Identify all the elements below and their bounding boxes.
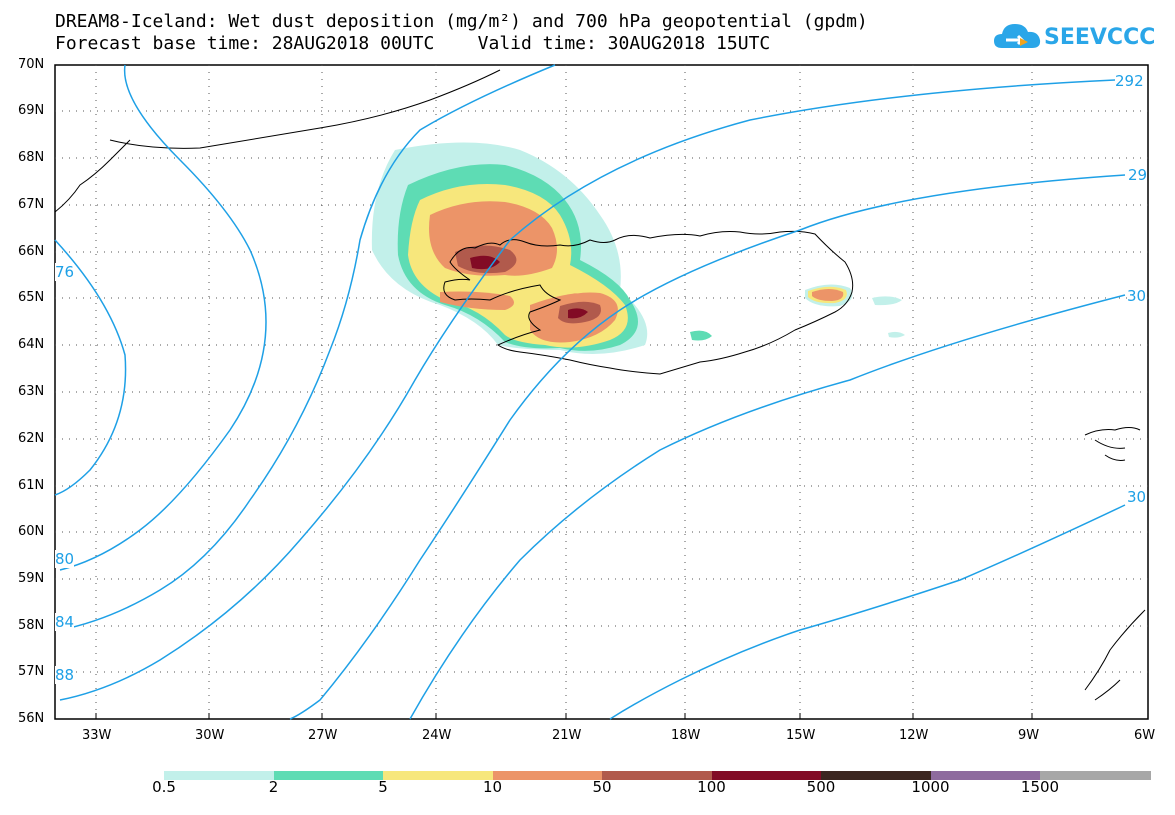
legend-color-swatch	[492, 771, 603, 780]
cloud-logo-icon	[994, 24, 1041, 48]
legend-value-label: 1500	[1020, 778, 1060, 796]
legend-color-swatch	[273, 771, 384, 780]
legend-color-swatch	[711, 771, 822, 780]
dust-deposition-field	[371, 142, 905, 354]
axis-ticks	[95, 713, 1033, 719]
legend-value-label: 0.5	[152, 778, 176, 796]
coastlines	[54, 69, 1146, 701]
legend-value-label: 5	[378, 778, 388, 796]
map-title-line1: DREAM8-Iceland: Wet dust deposition (mg/…	[55, 11, 868, 32]
seevccc-logo: SEEVCCC	[992, 18, 1162, 56]
map-title-line2: Forecast base time: 28AUG2018 00UTC Vali…	[55, 33, 771, 54]
legend-value-label: 100	[697, 778, 726, 796]
graticule	[55, 65, 1148, 719]
legend-value-label: 50	[592, 778, 612, 796]
legend-color-swatch	[164, 771, 275, 780]
legend-color-swatch	[821, 771, 932, 780]
legend-color-swatch	[602, 771, 713, 780]
legend-color-swatch	[930, 771, 1041, 780]
legend-value-label: 2	[268, 778, 279, 796]
logo-text: SEEVCCC	[1044, 25, 1156, 50]
legend-color-swatch	[1040, 771, 1151, 780]
legend-color-swatch	[383, 771, 494, 780]
legend-value-label: 1000	[911, 778, 950, 796]
legend-value-label: 500	[806, 778, 836, 796]
legend-value-label: 10	[482, 778, 503, 796]
geopotential-contours	[54, 64, 1126, 720]
